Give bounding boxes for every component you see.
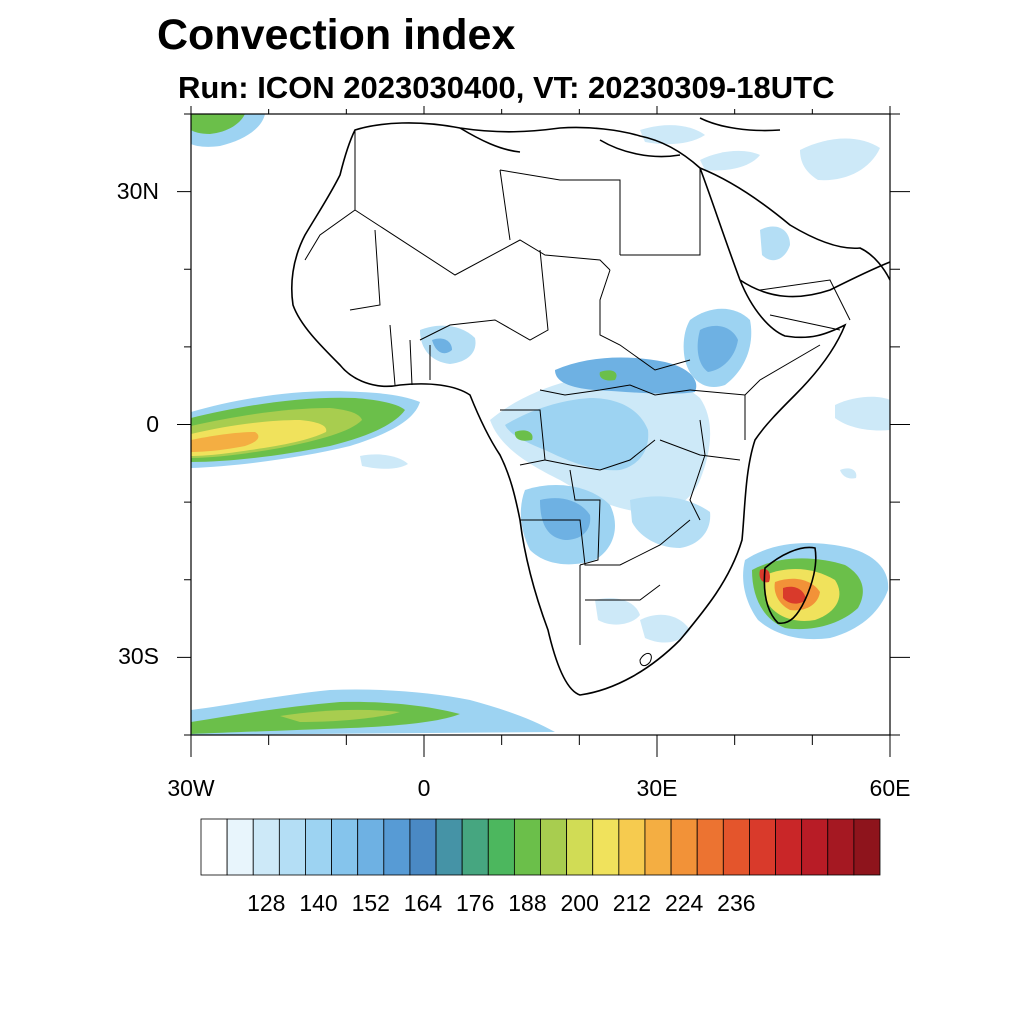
colorbar-swatch <box>801 818 829 876</box>
colorbar-swatch <box>487 818 515 876</box>
colorbar-swatch <box>618 818 646 876</box>
lon-tick-label: 30W <box>167 775 215 801</box>
colorbar-swatch <box>566 818 594 876</box>
colorbar-swatch <box>592 818 620 876</box>
colorbar-level-label: 236 <box>717 890 756 916</box>
colorbar-level-label: 140 <box>299 890 338 916</box>
convection-field <box>191 114 890 735</box>
mediterranean-coast <box>459 117 781 158</box>
coastlines <box>291 117 890 696</box>
madagascar-outline <box>763 546 817 625</box>
colorbar-swatch <box>331 818 359 876</box>
colorbar-level-label: 200 <box>560 890 599 916</box>
colorbar-swatch <box>670 818 698 876</box>
arabia-coastline <box>699 167 890 298</box>
lat-tick-label: 0 <box>146 410 159 437</box>
colorbar-level-label: 176 <box>456 890 495 916</box>
colorbar-swatch <box>644 818 672 876</box>
colorbar-swatch <box>775 818 803 876</box>
lat-tick-label: 30N <box>116 177 159 204</box>
colorbar-level-label: 212 <box>612 890 652 916</box>
colorbar-swatch <box>722 818 750 876</box>
colorbar-swatch <box>357 818 385 876</box>
lon-tick-label: 30E <box>636 775 678 801</box>
colorbar-swatch <box>200 818 228 876</box>
lat-tick-label: 30S <box>118 643 159 670</box>
convection-area-madagascar <box>743 543 889 640</box>
map-frame <box>177 106 910 757</box>
chart-subtitle: Run: ICON 2023030400, VT: 20230309-18UTC <box>178 70 835 105</box>
country-borders <box>304 130 851 667</box>
africa-coastline <box>291 122 847 696</box>
colorbar-level-label: 128 <box>247 890 286 916</box>
convection-area-west-africa <box>420 325 476 364</box>
colorbar-level-label: 164 <box>403 890 443 916</box>
convection-area-south-atlantic <box>191 689 555 735</box>
colorbar-swatch <box>305 818 332 876</box>
colorbar-level-label: 152 <box>351 890 390 916</box>
convection-area-middle-east <box>640 125 880 261</box>
chart-title: Convection index <box>157 11 516 59</box>
colorbar-swatch <box>827 818 855 876</box>
colorbar-swatch <box>409 818 437 876</box>
colorbar <box>200 818 881 876</box>
colorbar-swatch <box>853 818 881 876</box>
colorbar-swatch <box>696 818 724 876</box>
colorbar-swatch <box>226 818 254 876</box>
convection-area-atlantic-itcz <box>191 391 420 469</box>
lon-tick-label: 0 <box>417 775 431 801</box>
colorbar-swatch <box>278 818 306 876</box>
convection-area-southern-africa <box>520 485 711 643</box>
convection-area-north-atlantic <box>191 114 265 147</box>
colorbar-swatch <box>749 818 776 876</box>
colorbar-level-label: 224 <box>664 890 704 916</box>
colorbar-swatch <box>461 818 489 876</box>
colorbar-swatch <box>435 818 463 876</box>
colorbar-level-label: 188 <box>508 890 547 916</box>
convection-area-central-africa <box>490 357 711 513</box>
colorbar-swatch <box>540 818 568 876</box>
colorbar-swatch <box>252 818 280 876</box>
convection-area-indian-ocean <box>835 396 890 479</box>
colorbar-swatch <box>513 818 541 876</box>
convection-area-east-africa <box>683 308 752 388</box>
colorbar-swatch <box>383 818 411 876</box>
lon-tick-label: 60E <box>869 775 911 801</box>
